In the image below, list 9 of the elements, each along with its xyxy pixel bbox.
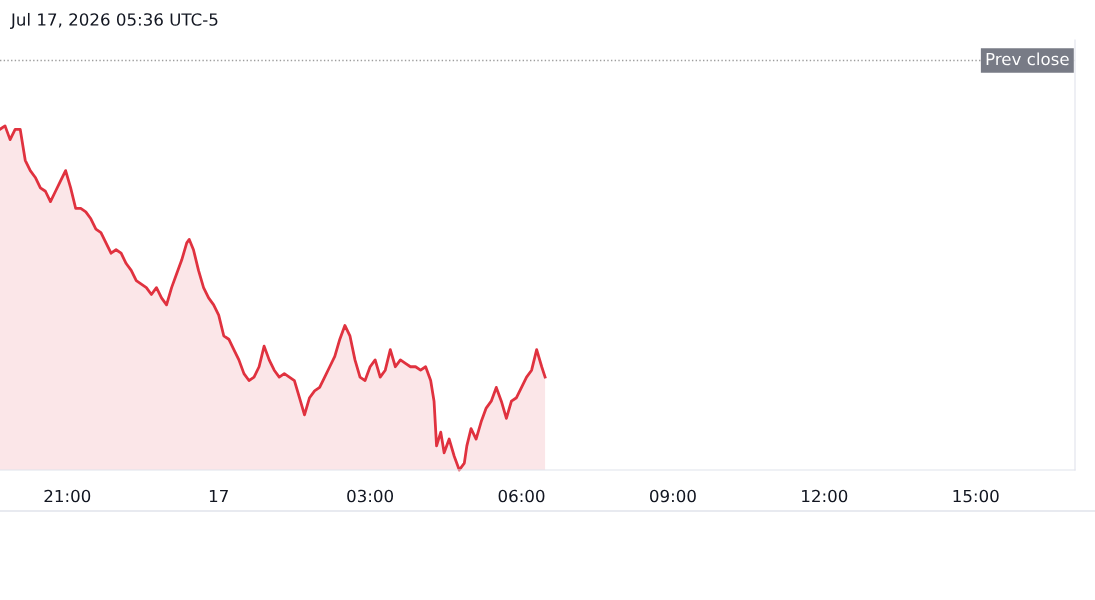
x-tick-label: 15:00 [953, 489, 999, 503]
x-tick-label: 09:00 [650, 489, 696, 503]
x-tick-label: 06:00 [498, 489, 545, 503]
x-tick-label: 21:00 [44, 489, 91, 503]
x-tick-label: 17 [209, 489, 228, 503]
ref-line-label: Prev close [986, 52, 1069, 66]
chart-title: Jul 17, 2026 05:36 UTC-5 [10, 12, 218, 29]
x-tick-label: 12:00 [802, 489, 848, 503]
x-tick-label: 03:00 [347, 489, 394, 503]
